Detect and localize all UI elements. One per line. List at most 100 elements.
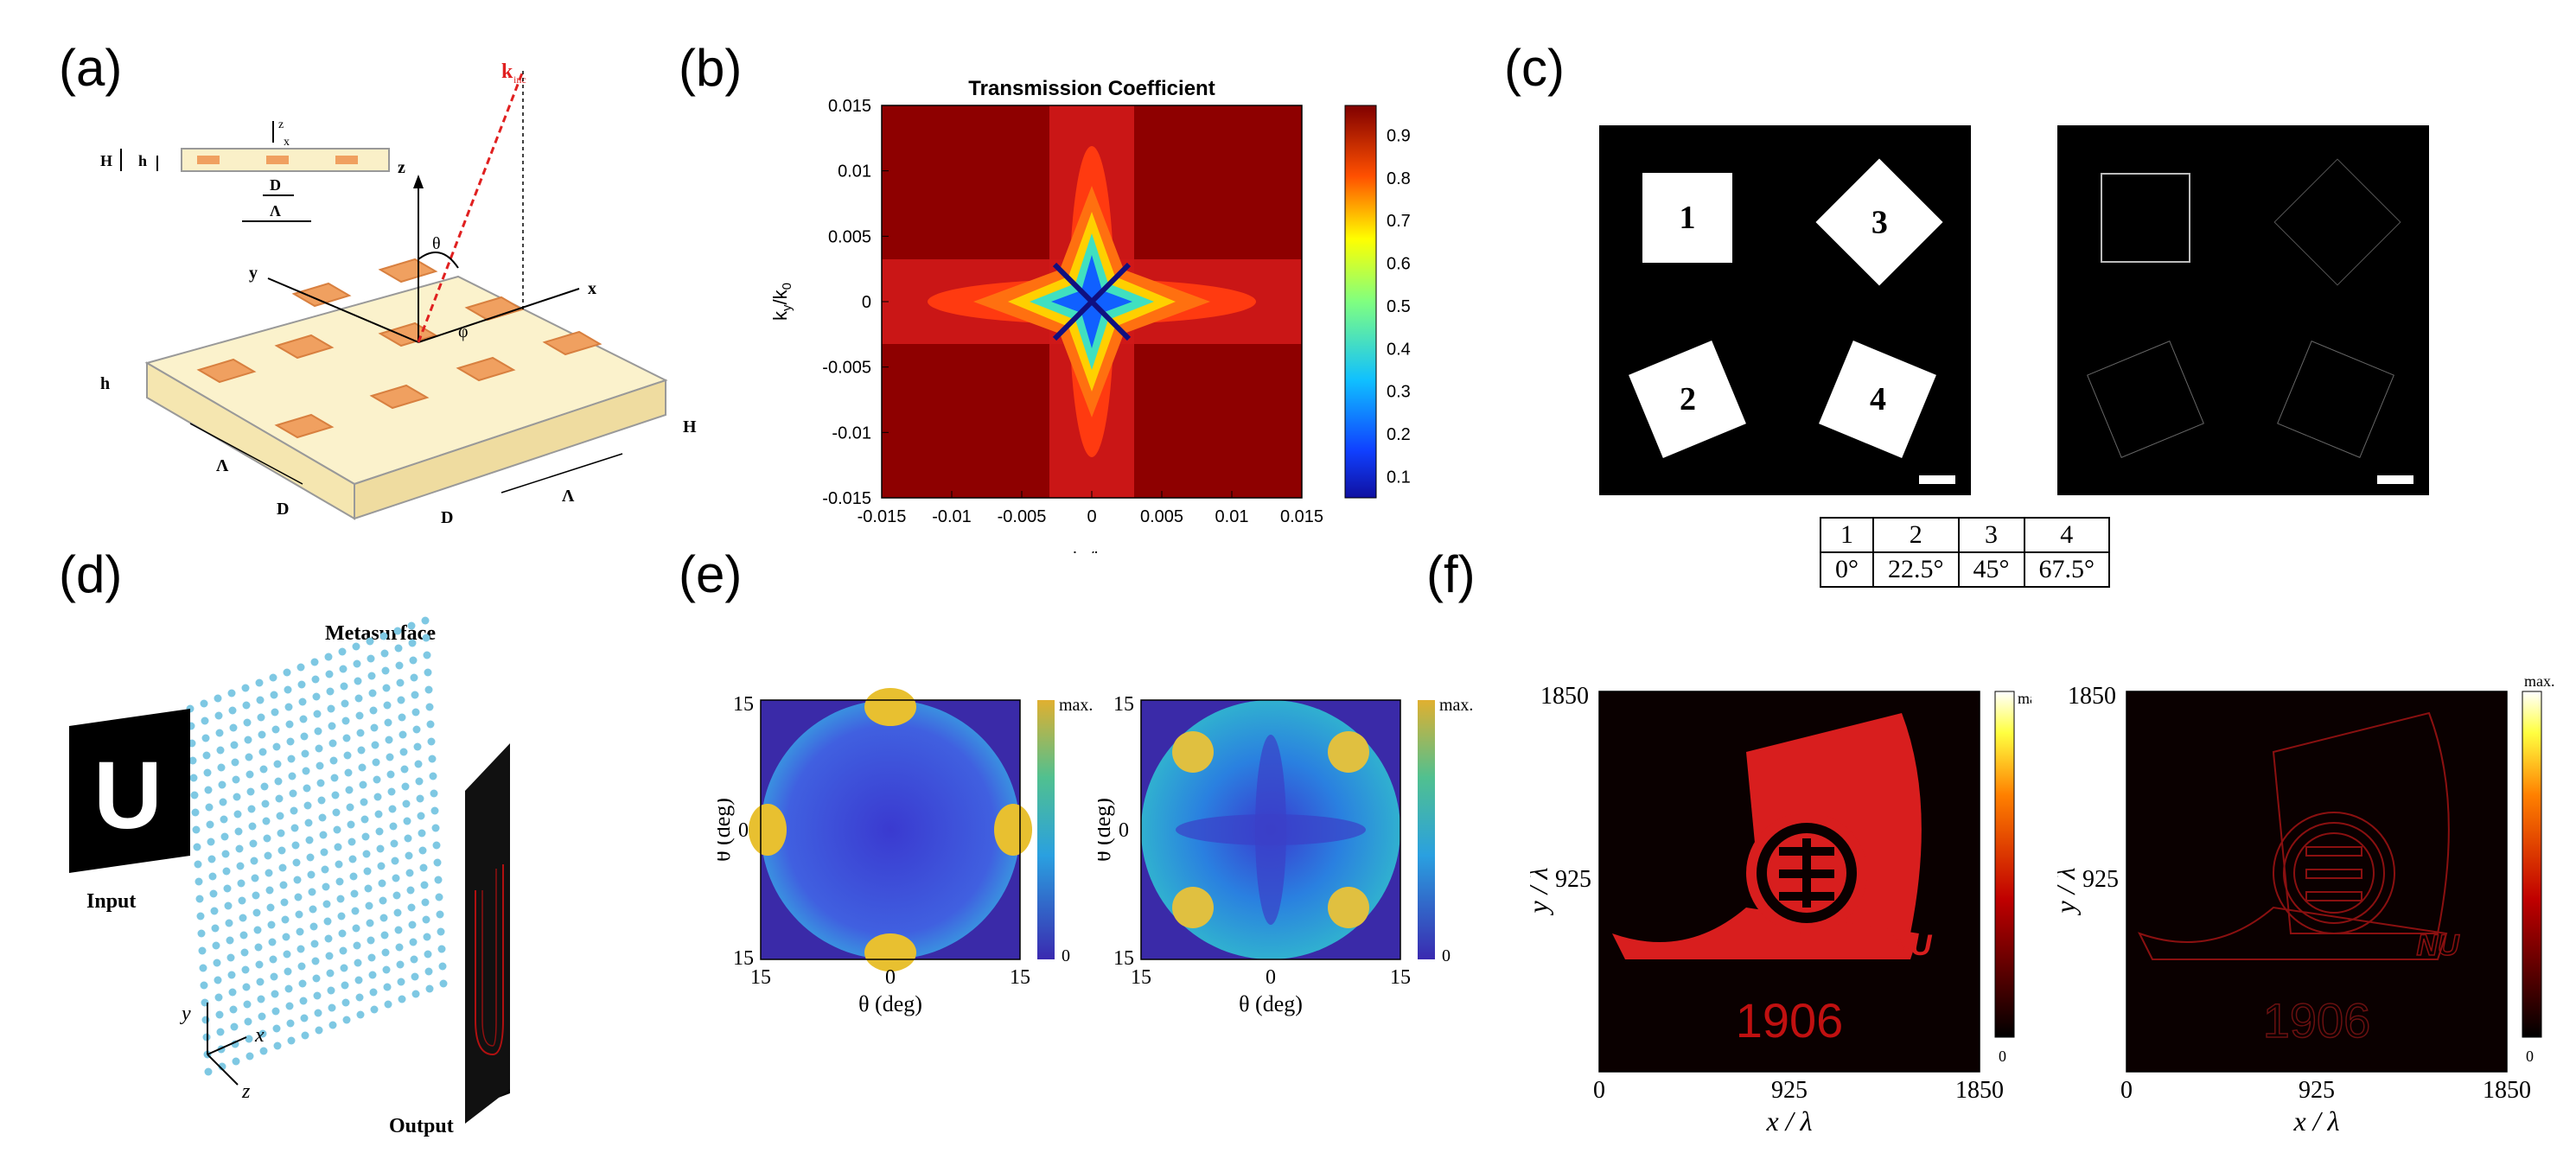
meta-atom: [188, 756, 197, 765]
meta-atom: [284, 703, 293, 711]
meta-atom: [284, 984, 293, 993]
meta-atom: [249, 839, 258, 848]
meta-atom: [234, 827, 243, 836]
meta-atom: [201, 734, 210, 742]
meta-atom: [245, 770, 254, 779]
meta-atom: [301, 749, 309, 758]
meta-atom: [201, 717, 209, 725]
kinc-label: k: [501, 61, 513, 83]
meta-atom: [361, 832, 370, 841]
meta-atom: [229, 1005, 238, 1014]
meta-atom: [228, 706, 237, 715]
meta-atom: [401, 782, 410, 791]
meta-atom: [257, 713, 265, 722]
meta-atom: [294, 893, 303, 901]
meta-atom: [367, 953, 376, 962]
meta-atom: [410, 955, 418, 964]
meta-atom: [382, 965, 391, 974]
meta-atom: [404, 834, 412, 843]
meta-atom: [209, 889, 218, 898]
meta-atom: [245, 753, 253, 761]
meta-atom: [406, 886, 415, 895]
angle-table: 1 2 3 4 0° 22.5° 45° 67.5°: [1820, 517, 2110, 588]
meta-atom: [322, 882, 330, 891]
meta-atom: [276, 812, 284, 820]
meta-atom: [363, 867, 372, 876]
panel-e-left-map: max. 0 15 0 15 15 0 15 θ (deg) θ (deg): [717, 688, 1093, 1016]
meta-atom: [258, 730, 266, 739]
meta-atom: [198, 946, 207, 955]
meta-atom: [382, 684, 391, 692]
panel-a-schematic: z x H h D Λ z x y k inc θ φ h H Λ D D Λ: [100, 61, 697, 527]
f-left-xlabel: x / λ: [1766, 1105, 1813, 1137]
meta-atom: [377, 862, 386, 870]
meta-atom: [351, 907, 360, 915]
meta-atom: [369, 988, 378, 997]
meta-atom: [323, 917, 332, 926]
meta-atom: [376, 844, 385, 853]
input-label: Input: [86, 890, 136, 913]
meta-atom: [413, 742, 422, 751]
meta-atom: [243, 1000, 252, 1009]
meta-atom: [360, 815, 369, 824]
meta-atom: [328, 1021, 337, 1029]
panel-d-schematic: Metasurface U Input Output y x z: [69, 616, 510, 1137]
colorbar-tick-label: 0.8: [1387, 169, 1411, 188]
meta-atom: [301, 1031, 309, 1040]
meta-atom: [316, 779, 325, 787]
meta-atom: [189, 774, 198, 782]
meta-atom: [194, 860, 202, 869]
meta-atom: [355, 711, 364, 720]
meta-atom: [315, 744, 323, 753]
meta-atom: [226, 953, 235, 962]
e-right-xtick-mid: 0: [1266, 966, 1276, 989]
meta-atom: [231, 758, 239, 767]
meta-atom: [347, 820, 355, 829]
input-letter: U: [93, 742, 162, 849]
meta-atom: [285, 1002, 294, 1010]
panel-c-output-image: [2057, 125, 2429, 495]
meta-atom: [365, 901, 373, 910]
meta-atom: [327, 704, 335, 713]
meta-atom: [214, 976, 222, 984]
e-right-lobe-bl: [1172, 887, 1214, 928]
meta-atom: [414, 760, 423, 768]
angle-id-1: 1: [1820, 517, 1874, 553]
f-right-ytick-top: 1850: [2068, 683, 2116, 710]
x-tick-label: 0.015: [1280, 507, 1323, 526]
meta-atom: [258, 1029, 267, 1038]
meta-atom: [341, 998, 350, 1007]
meta-atom: [415, 777, 424, 786]
meta-atom: [287, 1036, 296, 1045]
metasurface-label: Metasurface: [325, 622, 436, 645]
y-tick-label: -0.015: [822, 489, 871, 508]
meta-atom: [193, 843, 201, 851]
meta-atom: [200, 699, 208, 708]
meta-atom: [272, 1024, 281, 1033]
meta-atom: [271, 990, 279, 998]
inset-x-label: x: [284, 136, 290, 149]
meta-atom: [290, 806, 298, 815]
h-label: h: [100, 374, 110, 393]
e-right-lobe-tr: [1328, 731, 1369, 773]
meta-atom: [204, 786, 213, 794]
meta-atom: [296, 663, 305, 672]
meta-atom: [309, 922, 318, 931]
square-4-label: 4: [1869, 381, 1886, 417]
meta-atom: [339, 946, 348, 955]
y-tick-label: 0.015: [828, 97, 871, 116]
meta-atom: [245, 1052, 254, 1061]
e-left-xtick-right: 15: [1010, 966, 1030, 989]
meta-atom: [410, 673, 418, 682]
meta-atom: [216, 1028, 225, 1036]
edge-square-3: [2273, 158, 2401, 286]
meta-atom: [316, 761, 324, 770]
meta-atom: [285, 720, 294, 729]
inset-D-label: D: [270, 176, 281, 194]
meta-atom: [203, 768, 212, 777]
Lambda-left-label: Λ: [216, 456, 229, 475]
meta-atom: [326, 969, 335, 978]
square-4: 4: [1819, 341, 1936, 458]
colorbar-tick-label: 0.5: [1387, 297, 1411, 316]
e-right-cbar-max: max.: [1439, 696, 1473, 715]
